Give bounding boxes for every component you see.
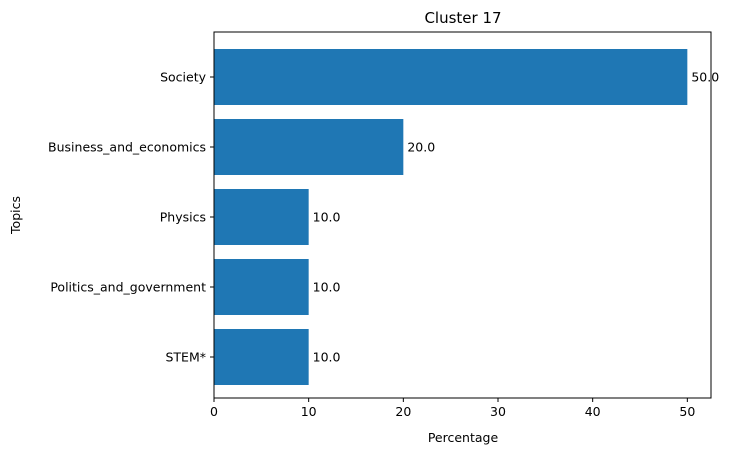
- chart-title: Cluster 17: [424, 9, 501, 27]
- data-label-3: 10.0: [313, 280, 341, 295]
- data-label-2: 10.0: [313, 210, 341, 225]
- x-tick-label-0: 0: [210, 404, 218, 419]
- bars-group: [214, 49, 688, 385]
- x-tick-label-1: 10: [301, 404, 317, 419]
- data-label-0: 50.0: [691, 70, 719, 85]
- bar-2: [214, 189, 309, 245]
- x-ticks-group: 0 10 20 30 40 50: [210, 398, 695, 419]
- plot-frame: [213, 31, 712, 399]
- x-tick-label-2: 20: [395, 404, 411, 419]
- bar-0: [214, 49, 688, 105]
- y-tick-label-1: Business_and_economics: [48, 140, 206, 155]
- x-axis-label: Percentage: [428, 430, 499, 445]
- data-labels-group: 50.0 20.0 10.0 10.0 10.0: [313, 70, 720, 365]
- y-tick-label-3: Politics_and_government: [50, 280, 206, 295]
- y-tick-label-4: STEM*: [165, 350, 206, 365]
- data-label-4: 10.0: [313, 350, 341, 365]
- data-label-1: 20.0: [407, 140, 435, 155]
- x-tick-label-3: 30: [490, 404, 506, 419]
- x-tick-label-5: 50: [679, 404, 695, 419]
- y-tick-label-2: Physics: [160, 210, 206, 225]
- y-ticks-group: Society Business_and_economics Physics Poli…: [48, 70, 214, 365]
- bar-4: [214, 329, 309, 385]
- y-tick-label-0: Society: [160, 70, 207, 85]
- x-tick-label-4: 40: [585, 404, 601, 419]
- bar-3: [214, 259, 309, 315]
- y-axis-label: Topics: [8, 196, 23, 235]
- bar-1: [214, 119, 404, 175]
